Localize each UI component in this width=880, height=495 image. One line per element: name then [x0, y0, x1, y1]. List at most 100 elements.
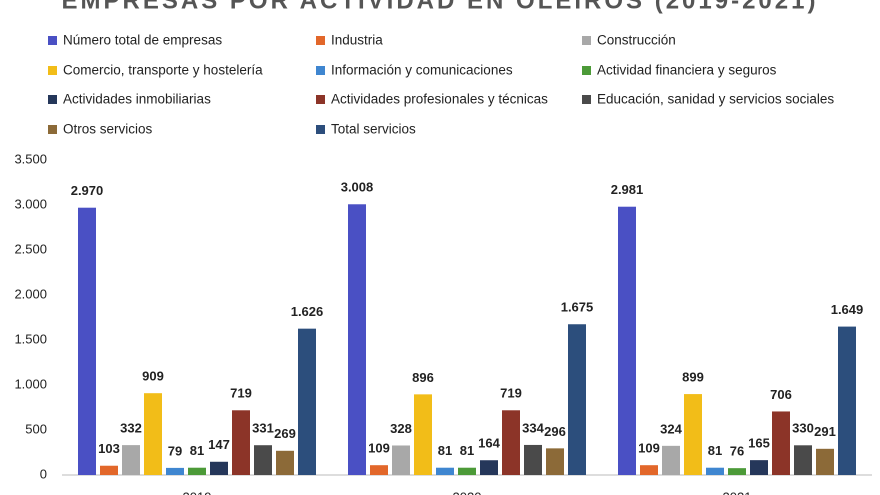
value-label: 76 [730, 444, 744, 459]
value-label: 331 [252, 421, 274, 436]
legend-label: Número total de empresas [63, 33, 222, 48]
bar [640, 465, 658, 475]
legend-label: Actividad financiera y seguros [597, 63, 777, 78]
x-tick-label: 2019 [183, 489, 212, 495]
x-tick-label: 2020 [453, 489, 482, 495]
value-label: 1.675 [561, 300, 594, 315]
legend-label: Total servicios [331, 122, 416, 137]
y-tick-label: 1.500 [14, 331, 47, 346]
bar [166, 467, 184, 475]
value-label: 330 [792, 421, 814, 436]
bar [414, 394, 432, 475]
bar [188, 467, 206, 475]
bar [684, 394, 702, 475]
value-label: 324 [660, 421, 682, 436]
legend-swatch [48, 125, 57, 134]
y-tick-label: 3.000 [14, 196, 47, 211]
legend-swatch [316, 95, 325, 104]
legend-label: Industria [331, 33, 383, 48]
value-label: 334 [522, 420, 544, 435]
legend-label: Construcción [597, 33, 676, 48]
value-label: 3.008 [341, 180, 374, 195]
legend-swatch [316, 66, 325, 75]
bar [750, 460, 768, 475]
value-label: 109 [638, 441, 660, 456]
y-tick-label: 2.000 [14, 286, 47, 301]
bar [232, 410, 250, 475]
value-label: 2.981 [611, 182, 644, 197]
legend-label: Actividades inmobiliarias [63, 92, 211, 107]
y-tick-label: 1.000 [14, 376, 47, 391]
bar [298, 328, 316, 475]
value-label: 269 [274, 426, 296, 441]
bar [480, 460, 498, 475]
value-label: 909 [142, 369, 164, 384]
bar [78, 207, 96, 475]
legend-swatch [582, 95, 591, 104]
bar [144, 393, 162, 475]
value-label: 81 [708, 443, 722, 458]
x-tick-label: 2021 [723, 489, 752, 495]
legend-swatch [582, 66, 591, 75]
bar [568, 324, 586, 475]
value-label: 147 [208, 437, 230, 452]
legend-swatch [48, 36, 57, 45]
bar [254, 445, 272, 475]
bar [728, 468, 746, 475]
value-label: 164 [478, 436, 500, 451]
value-label: 899 [682, 370, 704, 385]
value-label: 2.970 [71, 183, 104, 198]
bar [618, 206, 636, 475]
legend-label: Educación, sanidad y servicios sociales [597, 92, 834, 107]
value-label: 109 [368, 441, 390, 456]
value-label: 332 [120, 421, 142, 436]
bar [502, 410, 520, 475]
bar [794, 445, 812, 475]
value-label: 165 [748, 436, 770, 451]
value-label: 1.649 [831, 302, 864, 317]
value-label: 706 [770, 387, 792, 402]
legend-label: Información y comunicaciones [331, 63, 513, 78]
bar [100, 465, 118, 475]
bar [276, 450, 294, 475]
value-label: 896 [412, 370, 434, 385]
bar [210, 461, 228, 475]
value-label: 81 [460, 443, 474, 458]
y-tick-label: 3.500 [14, 151, 47, 166]
bar [816, 448, 834, 475]
y-tick-label: 0 [40, 466, 47, 481]
chart-title: EMPRESAS POR ACTIVIDAD EN OLEIROS (2019-… [62, 0, 819, 14]
legend-swatch [582, 36, 591, 45]
legend-swatch [316, 125, 325, 134]
legend-label: Actividades profesionales y técnicas [331, 92, 548, 107]
bar [458, 467, 476, 475]
value-label: 328 [390, 421, 412, 436]
bar [348, 204, 366, 475]
bar [546, 448, 564, 475]
value-label: 719 [500, 386, 522, 401]
bar [838, 326, 856, 475]
bar [392, 445, 410, 475]
bar [772, 411, 790, 475]
legend-swatch [48, 66, 57, 75]
value-label: 81 [438, 443, 452, 458]
legend-swatch [316, 36, 325, 45]
value-label: 296 [544, 424, 566, 439]
legend-label: Otros servicios [63, 122, 153, 137]
legend-label: Comercio, transporte y hostelería [63, 63, 263, 78]
value-label: 103 [98, 441, 120, 456]
bar [524, 444, 542, 475]
value-label: 1.626 [291, 304, 324, 319]
legend-swatch [48, 95, 57, 104]
value-label: 79 [168, 443, 182, 458]
bar [122, 445, 140, 475]
value-label: 719 [230, 386, 252, 401]
value-label: 81 [190, 443, 204, 458]
bar [436, 467, 454, 475]
y-tick-label: 2.500 [14, 241, 47, 256]
bar [662, 445, 680, 475]
value-label: 291 [814, 424, 836, 439]
y-tick-label: 500 [25, 421, 47, 436]
bar [706, 467, 724, 475]
